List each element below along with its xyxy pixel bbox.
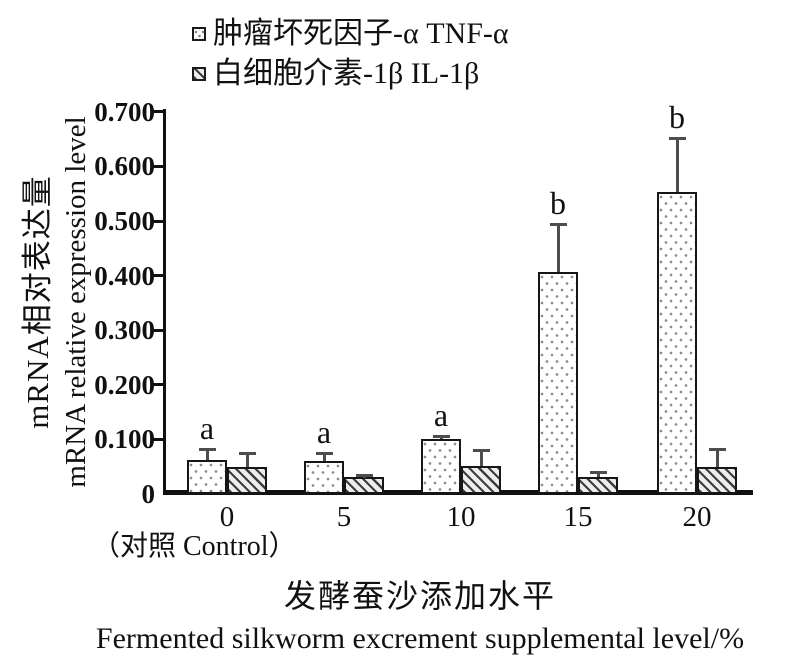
y-axis-tick <box>153 110 163 114</box>
error-bar <box>238 451 256 467</box>
bar-il1b-20 <box>697 467 737 494</box>
bar-tnf-5 <box>304 460 344 494</box>
error-bar <box>549 223 567 272</box>
error-bar-stem <box>675 139 679 193</box>
legend-label: 白细胞介素-1β IL-1β <box>213 57 480 90</box>
error-bar-stem <box>439 438 443 440</box>
y-axis-tick-label: 0.500 <box>94 206 155 236</box>
error-bar <box>472 449 490 467</box>
chart-legend: 肿瘤坏死因子-α TNF-α 白细胞介素-1β IL-1β <box>192 14 509 94</box>
x-axis-tick-label: 5 <box>336 501 352 533</box>
legend-item: 白细胞介素-1β IL-1β <box>192 54 509 94</box>
error-bar-stem <box>715 450 719 468</box>
significance-letter: a <box>316 413 332 450</box>
y-axis-tick-label: 0.100 <box>94 424 155 455</box>
x-axis-title-zh: 发酵蚕沙添加水平 <box>283 578 556 614</box>
error-bar-stem <box>479 452 483 467</box>
legend-label: 肿瘤坏死因子-α TNF-α <box>213 17 509 50</box>
error-bar <box>355 473 373 478</box>
error-bar <box>315 451 333 461</box>
x-axis-tick-label: 20 <box>682 501 712 533</box>
y-axis-line <box>163 109 166 494</box>
y-axis-tick-label: 0.300 <box>94 315 155 346</box>
error-bar-stem <box>556 226 560 272</box>
error-bar <box>198 448 216 460</box>
x-axis-tick-label: 0 <box>219 501 235 533</box>
y-axis-tick <box>153 437 163 441</box>
hatched-square-icon <box>192 67 206 81</box>
error-bar <box>668 136 686 193</box>
dotted-square-icon <box>192 27 206 41</box>
x-axis-title: 发酵蚕沙添加水平 Fermented silkworm excrement su… <box>40 574 800 660</box>
error-bar-stem <box>245 454 249 467</box>
bar-il1b-5 <box>344 477 384 494</box>
error-bar <box>708 447 726 468</box>
y-axis-tick <box>153 274 163 278</box>
bar-il1b-10 <box>461 466 501 494</box>
error-bar-stem <box>322 454 326 461</box>
x-axis-tick-label: 10 <box>446 501 476 533</box>
y-axis-tick <box>153 164 163 168</box>
error-bar <box>589 470 607 478</box>
bar-il1b-0 <box>227 466 267 494</box>
y-axis-tick-label: 0.600 <box>94 151 155 182</box>
significance-letter: a <box>433 397 449 434</box>
y-axis-tick <box>153 328 163 332</box>
bar-tnf-15 <box>538 271 578 494</box>
significance-letter: a <box>199 410 215 447</box>
y-axis-tick <box>153 219 163 223</box>
error-bar <box>432 435 450 440</box>
significance-letter: b <box>669 98 685 135</box>
error-bar-stem <box>596 473 600 478</box>
x-axis-tick-label: 15 <box>563 501 593 533</box>
y-axis-tick-label: 0 <box>141 479 156 509</box>
y-axis-tick <box>153 383 163 387</box>
bar-tnf-10 <box>421 439 461 494</box>
bar-tnf-20 <box>657 192 697 494</box>
y-axis-tick-label: 0.400 <box>94 260 155 291</box>
control-note: （对照 Control） <box>92 531 297 562</box>
y-axis-tick-label: 0.700 <box>94 96 155 127</box>
legend-item: 肿瘤坏死因子-α TNF-α <box>192 14 509 54</box>
error-bar-stem <box>205 451 209 460</box>
bar-il1b-15 <box>578 477 618 494</box>
y-axis-tick-label: 0.200 <box>94 369 155 400</box>
x-axis-title-en: Fermented silkworm excrement supplementa… <box>95 622 745 655</box>
significance-letter: b <box>550 185 566 222</box>
bar-tnf-0 <box>187 459 227 494</box>
